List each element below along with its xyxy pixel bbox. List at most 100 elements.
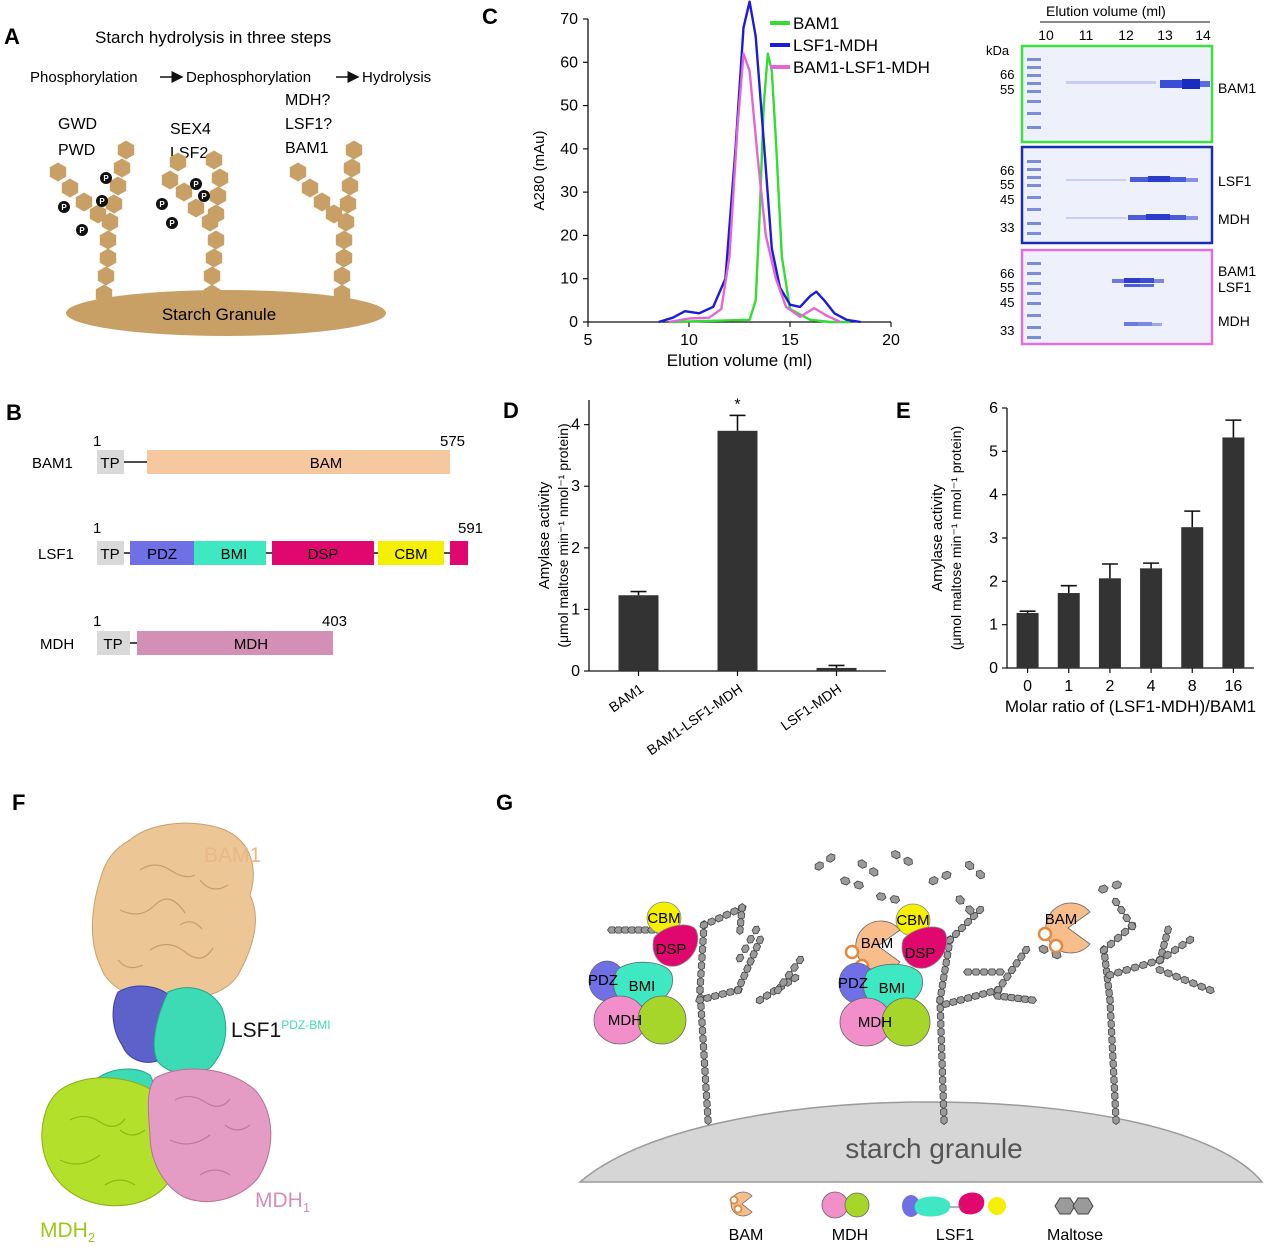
enzyme-gwd: GWD: [58, 116, 97, 133]
c1-mdh-green: [637, 995, 687, 1045]
gel-complex: [1020, 248, 1214, 346]
gel-lsf1-mdh-ladder: [1027, 160, 1041, 235]
legend-mdh-pink: [821, 1191, 849, 1219]
glucose-unit: [1180, 975, 1190, 985]
legend-maltose-icon: [1054, 1197, 1094, 1215]
glucose-unit: [735, 953, 745, 963]
bam1-bam-label: BAM: [310, 455, 343, 472]
glucose-unit: [985, 987, 996, 997]
legend-bam-label: BAM: [729, 1227, 764, 1244]
bar-4: [1140, 568, 1163, 668]
legend-bam-scissor-2: [733, 1204, 743, 1214]
c-y-tick-label: 60: [560, 54, 578, 71]
glucose-unit: [710, 991, 721, 1001]
c-series-bam1: [668, 52, 851, 324]
glucose-unit: [75, 192, 93, 212]
maltose: [903, 856, 913, 867]
bar-category-label: BAM1-LSF1-MDH: [644, 680, 746, 758]
glucose-unit: [702, 1082, 710, 1093]
glucose-unit: [105, 194, 123, 214]
glucose-unit: [736, 978, 746, 988]
glucose-unit: [970, 991, 981, 1001]
gel-complex-ladder: [1027, 262, 1041, 339]
glucose-unit: [1122, 913, 1131, 923]
glucose-unit: [1161, 932, 1171, 943]
c1-cbm-label: CBM: [647, 910, 680, 927]
panel-b-letter: B: [6, 400, 22, 425]
phosphate-label: P: [159, 200, 165, 209]
glucose-unit: [717, 989, 728, 999]
glucose-unit: [333, 266, 351, 286]
c-x-axis-label: Elution volume (ml): [667, 351, 813, 370]
glucose-unit: [698, 1017, 706, 1028]
gel-fraction-13: 13: [1157, 27, 1173, 43]
glucose-unit: [746, 934, 755, 944]
panel-a-title: Starch hydrolysis in three steps: [95, 28, 331, 47]
gel-complex-marker-66: 66: [1000, 266, 1014, 281]
bam1-start: 1: [93, 433, 101, 450]
panel-a-letter: A: [4, 24, 20, 49]
c2-dsp: [901, 926, 948, 969]
glucose-unit: [1155, 965, 1165, 975]
glucose-unit: [722, 910, 732, 920]
maltose: [1098, 884, 1109, 894]
gel-fraction-12: 12: [1118, 27, 1134, 43]
glucose-unit: [203, 266, 221, 286]
glucose-unit: [1027, 996, 1037, 1004]
gel-bam1: [1020, 44, 1214, 144]
mdh-tp-domain: [97, 631, 130, 655]
panel-f-letter: F: [12, 790, 25, 815]
legend-mdh-label: MDH: [832, 1227, 868, 1244]
panel-g: G starch granule CBM DSP PDZ BMI MDH: [496, 790, 1264, 1244]
glucose-unit: [1185, 935, 1195, 945]
maltose: [891, 849, 901, 860]
glucose-unit: [995, 968, 1005, 976]
glucose-unit: [948, 997, 959, 1007]
glucose-unit: [978, 989, 988, 999]
lsf1-pdz-domain: [130, 541, 194, 565]
mdh-name: MDH: [40, 636, 74, 653]
bar-bam1: [618, 595, 659, 671]
bar-8: [1181, 527, 1204, 668]
lsf1-name: LSF1: [38, 546, 74, 563]
lsf1-pdz-label: PDZ: [147, 546, 177, 563]
legend-lsf1-dsp: [958, 1192, 985, 1215]
glucose-unit: [729, 907, 739, 916]
c2-bmi-label: BMI: [879, 980, 906, 997]
glucose-unit: [725, 987, 736, 997]
mdh-tp-label: TP: [103, 636, 122, 653]
bar-y-axis-label: Amylase activity: [929, 484, 946, 592]
lsf1-cbm-domain: [378, 541, 444, 565]
gel-fraction-14: 14: [1195, 27, 1211, 43]
maltose: [1038, 944, 1049, 954]
panel-f: F BAM1 LSF1PDZ-BMI MDH1 MDH2: [12, 790, 331, 1245]
panel-b: B BAM1 1 575 TP BAM LSF1 1 591 TP PDZ BM…: [6, 400, 483, 655]
starch-granule-label: Starch Granule: [162, 305, 276, 324]
glucose-unit: [701, 1074, 710, 1085]
c-x-tick-label: 5: [584, 332, 593, 349]
bar-0: [1016, 612, 1039, 668]
enzyme-sex4: SEX4: [170, 121, 211, 138]
c2-pdz-label: PDZ: [838, 975, 868, 992]
mdh-end: 403: [322, 613, 347, 630]
mdh2-surface: [41, 1077, 179, 1207]
lsf1-tp-label: TP: [100, 546, 119, 563]
glucose-unit: [1188, 979, 1198, 988]
gel-fraction-10: 10: [1038, 27, 1054, 43]
elution-chart: 0 10 20 30 40 50 60 70 5 10 15 20 Elution volume (ml…: [531, 0, 930, 370]
glucose-unit: [1120, 927, 1130, 937]
glucose-unit: [697, 968, 705, 979]
glucose-unit: [1105, 970, 1115, 980]
c-y-tick-label: 40: [560, 141, 578, 158]
g-starch-granule: [577, 1101, 1264, 1183]
glucose-unit: [699, 1033, 707, 1044]
glucose-unit: [697, 960, 706, 971]
glucose-unit: [696, 976, 705, 987]
bar-y-tick-label: 2: [989, 573, 998, 590]
phosphate-label: P: [99, 197, 105, 206]
maltose: [965, 860, 975, 871]
c2-cbm-label: CBM: [896, 912, 929, 929]
glucose-unit: [289, 162, 307, 182]
